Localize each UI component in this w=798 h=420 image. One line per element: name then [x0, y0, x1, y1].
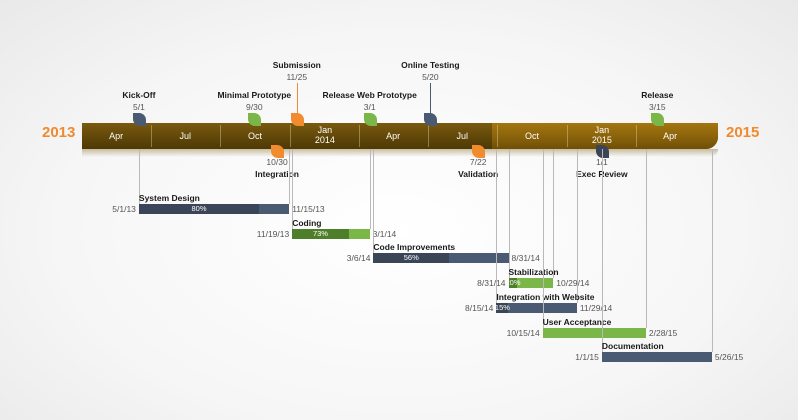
task-progress-label: 20% [505, 278, 521, 288]
task-name: Stabilization [508, 267, 559, 278]
task-end-date: 11/29/14 [579, 302, 613, 313]
task-end-date: 8/31/14 [511, 253, 540, 264]
task-progress-fill [138, 204, 260, 214]
month-separator [150, 125, 152, 147]
task-bar [542, 327, 646, 338]
task-name: Integration with Website [496, 291, 595, 302]
month-separator [636, 125, 638, 147]
task-progress-fill [508, 278, 518, 289]
task-end-date: 2/28/15 [648, 327, 678, 338]
month-separator [566, 125, 568, 147]
start-year-label: 2013 [42, 124, 76, 141]
task-start-date: 8/15/14 [465, 302, 494, 313]
month-label: Apr [109, 131, 124, 141]
milestone-date: 3/1 [363, 102, 376, 112]
task-start-date: 11/19/13 [256, 228, 290, 239]
task-bar: 73% [292, 228, 370, 239]
task-guide-line [373, 149, 375, 254]
milestone-date: 3/15 [649, 102, 666, 112]
task-guide-line [542, 149, 544, 328]
milestone-marker [424, 113, 438, 126]
milestone-marker [290, 113, 304, 126]
month-separator [220, 125, 222, 147]
task-progress-fill [373, 253, 450, 264]
task-bar: 15% [494, 302, 577, 313]
task-progress-fill [292, 228, 349, 239]
task-progress-label: 80% [191, 204, 207, 213]
task-guide-line [645, 149, 647, 328]
task-progress-label: 15% [494, 302, 510, 312]
task-bar: 56% [373, 253, 509, 264]
task-end-date: 5/26/15 [714, 352, 744, 363]
milestone-marker [363, 113, 377, 126]
milestone-marker [248, 113, 262, 126]
task-start-date: 3/6/14 [346, 253, 371, 264]
task-bar [601, 352, 712, 363]
milestone-date: 7/22 [469, 157, 487, 167]
milestone-marker [651, 113, 665, 126]
task-guide-line [496, 149, 498, 303]
milestone-date: 10/30 [266, 157, 288, 167]
milestone-date: 5/1 [132, 102, 145, 112]
month-label: Oct [525, 131, 540, 141]
milestone-date: 11/25 [286, 72, 308, 82]
milestone-marker [271, 145, 285, 158]
month-label: Jan 2015 [591, 125, 612, 145]
month-label: Jul [456, 131, 468, 141]
milestone-stem [430, 83, 432, 117]
milestone-title: Online Testing [401, 60, 460, 70]
task-start-date: 8/31/14 [477, 278, 506, 289]
task-progress-fill [496, 302, 509, 313]
milestone-title: Release Web Prototype [322, 90, 417, 100]
task-start-date: 10/15/14 [506, 327, 540, 338]
end-year-label: 2015 [726, 124, 760, 141]
month-separator [427, 125, 429, 147]
milestone-marker [132, 113, 146, 126]
task-name: Documentation [601, 341, 664, 352]
milestone-title: Release [641, 90, 674, 100]
milestone-date: 9/30 [246, 102, 263, 112]
month-label: Apr [663, 131, 678, 141]
month-label: Apr [386, 131, 401, 141]
task-start-date: 1/1/15 [575, 352, 599, 363]
task-guide-line [289, 149, 291, 204]
task-guide-line [711, 149, 713, 353]
task-name: User Acceptance [542, 316, 612, 327]
task-guide-line [553, 149, 555, 279]
task-end-date: 10/29/14 [556, 278, 590, 289]
month-label: Jan 2014 [314, 125, 335, 145]
month-separator [289, 125, 291, 147]
task-bar: 80% [138, 204, 290, 214]
task-bar: 20% [505, 278, 554, 289]
month-separator [497, 125, 499, 147]
month-label: Oct [248, 131, 263, 141]
task-progress-label: 56% [403, 253, 419, 263]
task-progress-label: 73% [312, 228, 328, 238]
timeline-band-shadow [82, 149, 718, 157]
task-start-date: 5/1/13 [112, 204, 136, 214]
milestone-date: 5/20 [422, 72, 439, 82]
milestone-title: Submission [272, 60, 321, 70]
task-end-date: 3/1/14 [372, 228, 397, 239]
milestone-title: Validation [458, 169, 499, 179]
task-name: System Design [138, 193, 200, 203]
task-guide-line [138, 149, 140, 204]
milestone-title: Kick-Off [122, 90, 156, 100]
task-guide-line [369, 149, 371, 229]
month-separator [359, 125, 361, 147]
task-name: Coding [292, 217, 322, 228]
task-guide-line [601, 149, 603, 353]
task-end-date: 11/15/13 [292, 204, 325, 214]
task-guide-line [576, 149, 578, 303]
milestone-title: Minimal Prototype [217, 90, 292, 100]
month-label: Jul [179, 131, 191, 141]
timeline-band-future [492, 123, 718, 149]
milestone-title: Integration [255, 169, 300, 179]
milestone-stem [296, 83, 298, 117]
milestone-marker [472, 145, 486, 158]
task-guide-line [508, 149, 510, 279]
task-name: Code Improvements [373, 242, 456, 253]
task-guide-line [292, 149, 294, 229]
